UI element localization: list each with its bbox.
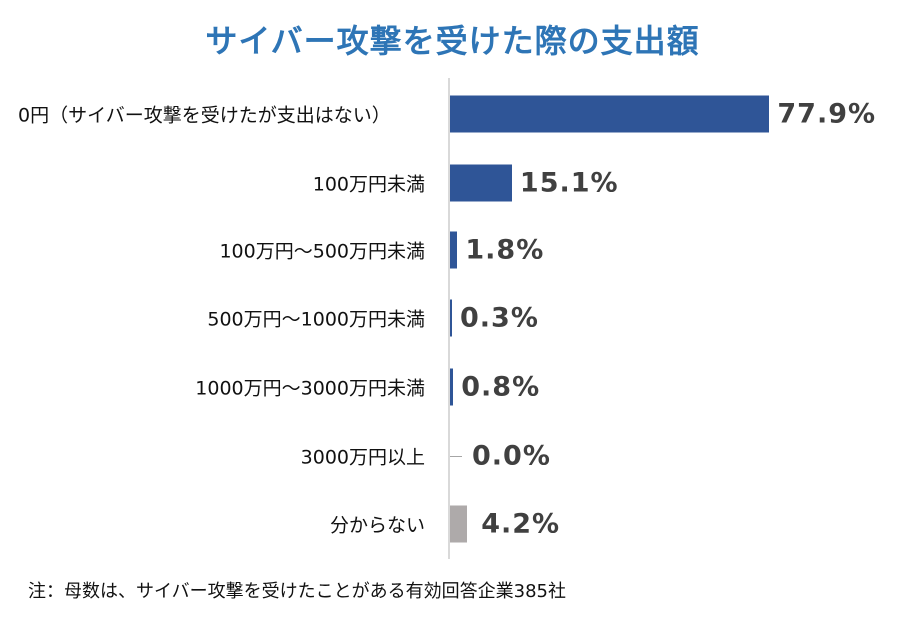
bar-row: 1000万円～3000万円未満 0.8% [0, 367, 905, 407]
value-label: 0.8% [461, 371, 541, 403]
bar [450, 164, 512, 202]
chart-title: サイバー攻撃を受けた際の支出額 [205, 22, 700, 60]
leader-line [450, 456, 462, 457]
bar-row: 100万円未満 15.1% [0, 163, 905, 203]
bar-row: 3000万円以上 0.0% [0, 436, 905, 476]
category-label: 分からない [329, 514, 425, 537]
bar [450, 95, 770, 133]
category-label: 3000万円以上 [300, 446, 425, 469]
bar-row: 100万円～500万円未満 1.8% [0, 230, 905, 270]
category-label: 100万円～500万円未満 [219, 240, 425, 263]
value-label: 15.1% [519, 167, 619, 199]
bar-row: 500万円～1000万円未満 0.3% [0, 298, 905, 338]
value-label: 0.3% [460, 302, 539, 334]
category-label: 1000万円～3000万円未満 [195, 377, 425, 400]
value-label: 4.2% [481, 508, 561, 540]
value-label: 1.8% [465, 234, 545, 266]
bar-row: 0円（サイバー攻撃を受けたが支出はない） 77.9% [0, 94, 905, 134]
category-axis-line [448, 78, 450, 559]
category-label: 500万円～1000万円未満 [207, 308, 425, 331]
value-label: 0.0% [472, 440, 551, 472]
bar [450, 231, 458, 269]
bar [450, 505, 468, 543]
footnote: 注：母数は、サイバー攻撃を受けたことがある有効回答企業385社 [28, 581, 566, 602]
category-label: 0円（サイバー攻撃を受けたが支出はない） [18, 104, 391, 127]
bar-row: 分からない 4.2% [0, 504, 905, 544]
bar [450, 299, 452, 337]
bar [450, 368, 454, 406]
value-label: 77.9% [777, 98, 877, 130]
category-label: 100万円未満 [312, 173, 425, 196]
